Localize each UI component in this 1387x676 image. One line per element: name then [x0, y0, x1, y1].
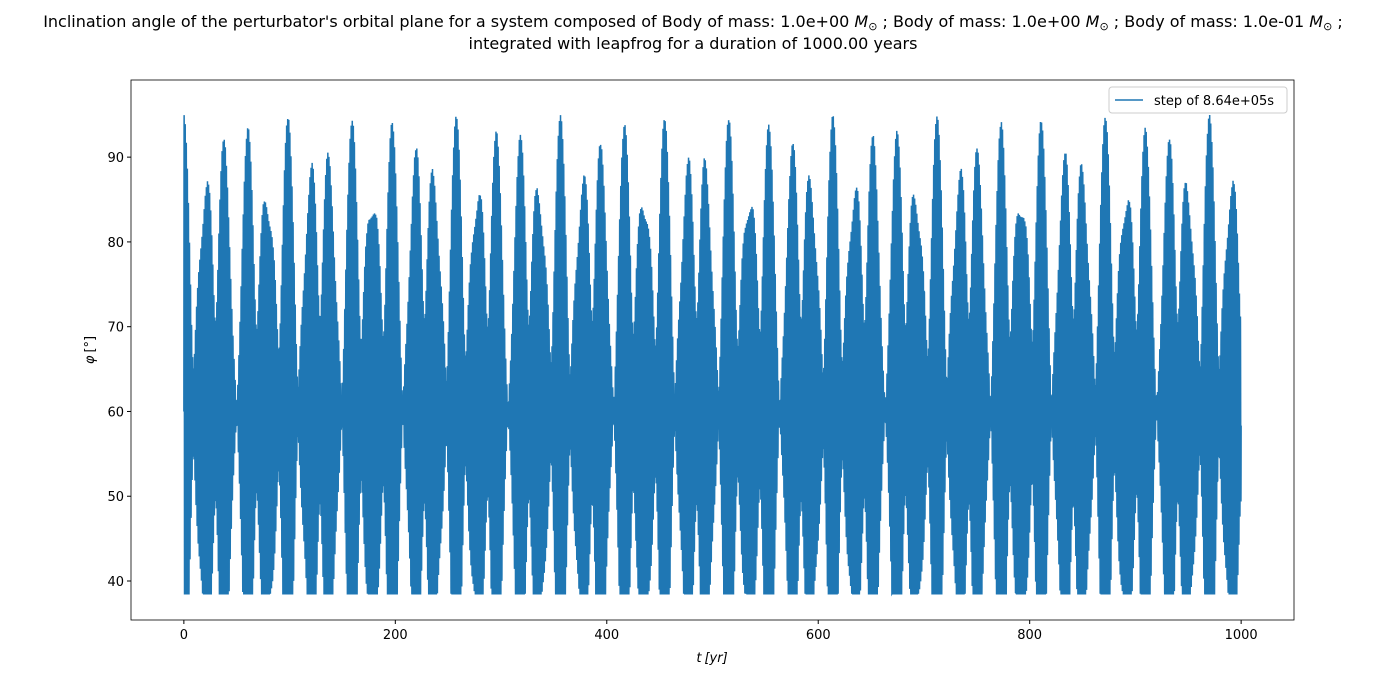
y-tick-label: 50	[107, 490, 124, 505]
chart-title-line2: integrated with leapfrog for a duration …	[469, 34, 918, 53]
y-axis-label: φ[°]	[83, 336, 98, 364]
plot-frame	[130, 79, 1295, 621]
title-part: M	[854, 12, 868, 31]
y-tick-label: 80	[107, 236, 124, 251]
title-part: ⊙	[1099, 20, 1108, 33]
chart-title-line1: Inclination angle of the perturbator's o…	[43, 12, 1343, 33]
legend-label: step of 8.64e+05s	[1154, 94, 1274, 109]
x-tick-label: 600	[806, 628, 831, 643]
y-tick-label: 40	[107, 575, 124, 590]
title-part: ; Body of mass: 1.0e-01	[1109, 12, 1310, 31]
x-axis-label: t [yr]	[696, 651, 727, 666]
title-part: ⊙	[1323, 20, 1332, 33]
title-part: M	[1309, 12, 1323, 31]
title-part: ;	[1332, 12, 1342, 31]
x-tick-label: 400	[594, 628, 619, 643]
x-tick-label: 200	[383, 628, 408, 643]
y-tick-label: 60	[107, 405, 124, 420]
title-part: ; Body of mass: 1.0e+00	[877, 12, 1085, 31]
y-tick-label: 90	[107, 151, 124, 166]
legend-box	[1108, 86, 1288, 114]
title-part: M	[1086, 12, 1100, 31]
title-part: Inclination angle of the perturbator's o…	[43, 12, 854, 31]
title-part: ⊙	[868, 20, 877, 33]
y-tick-label: 70	[107, 321, 124, 336]
x-tick-label: 800	[1017, 628, 1042, 643]
x-tick-label: 0	[180, 628, 188, 643]
series-line	[183, 115, 1242, 597]
legend: step of 8.64e+05s	[1108, 86, 1288, 114]
x-tick-label: 1000	[1225, 628, 1258, 643]
